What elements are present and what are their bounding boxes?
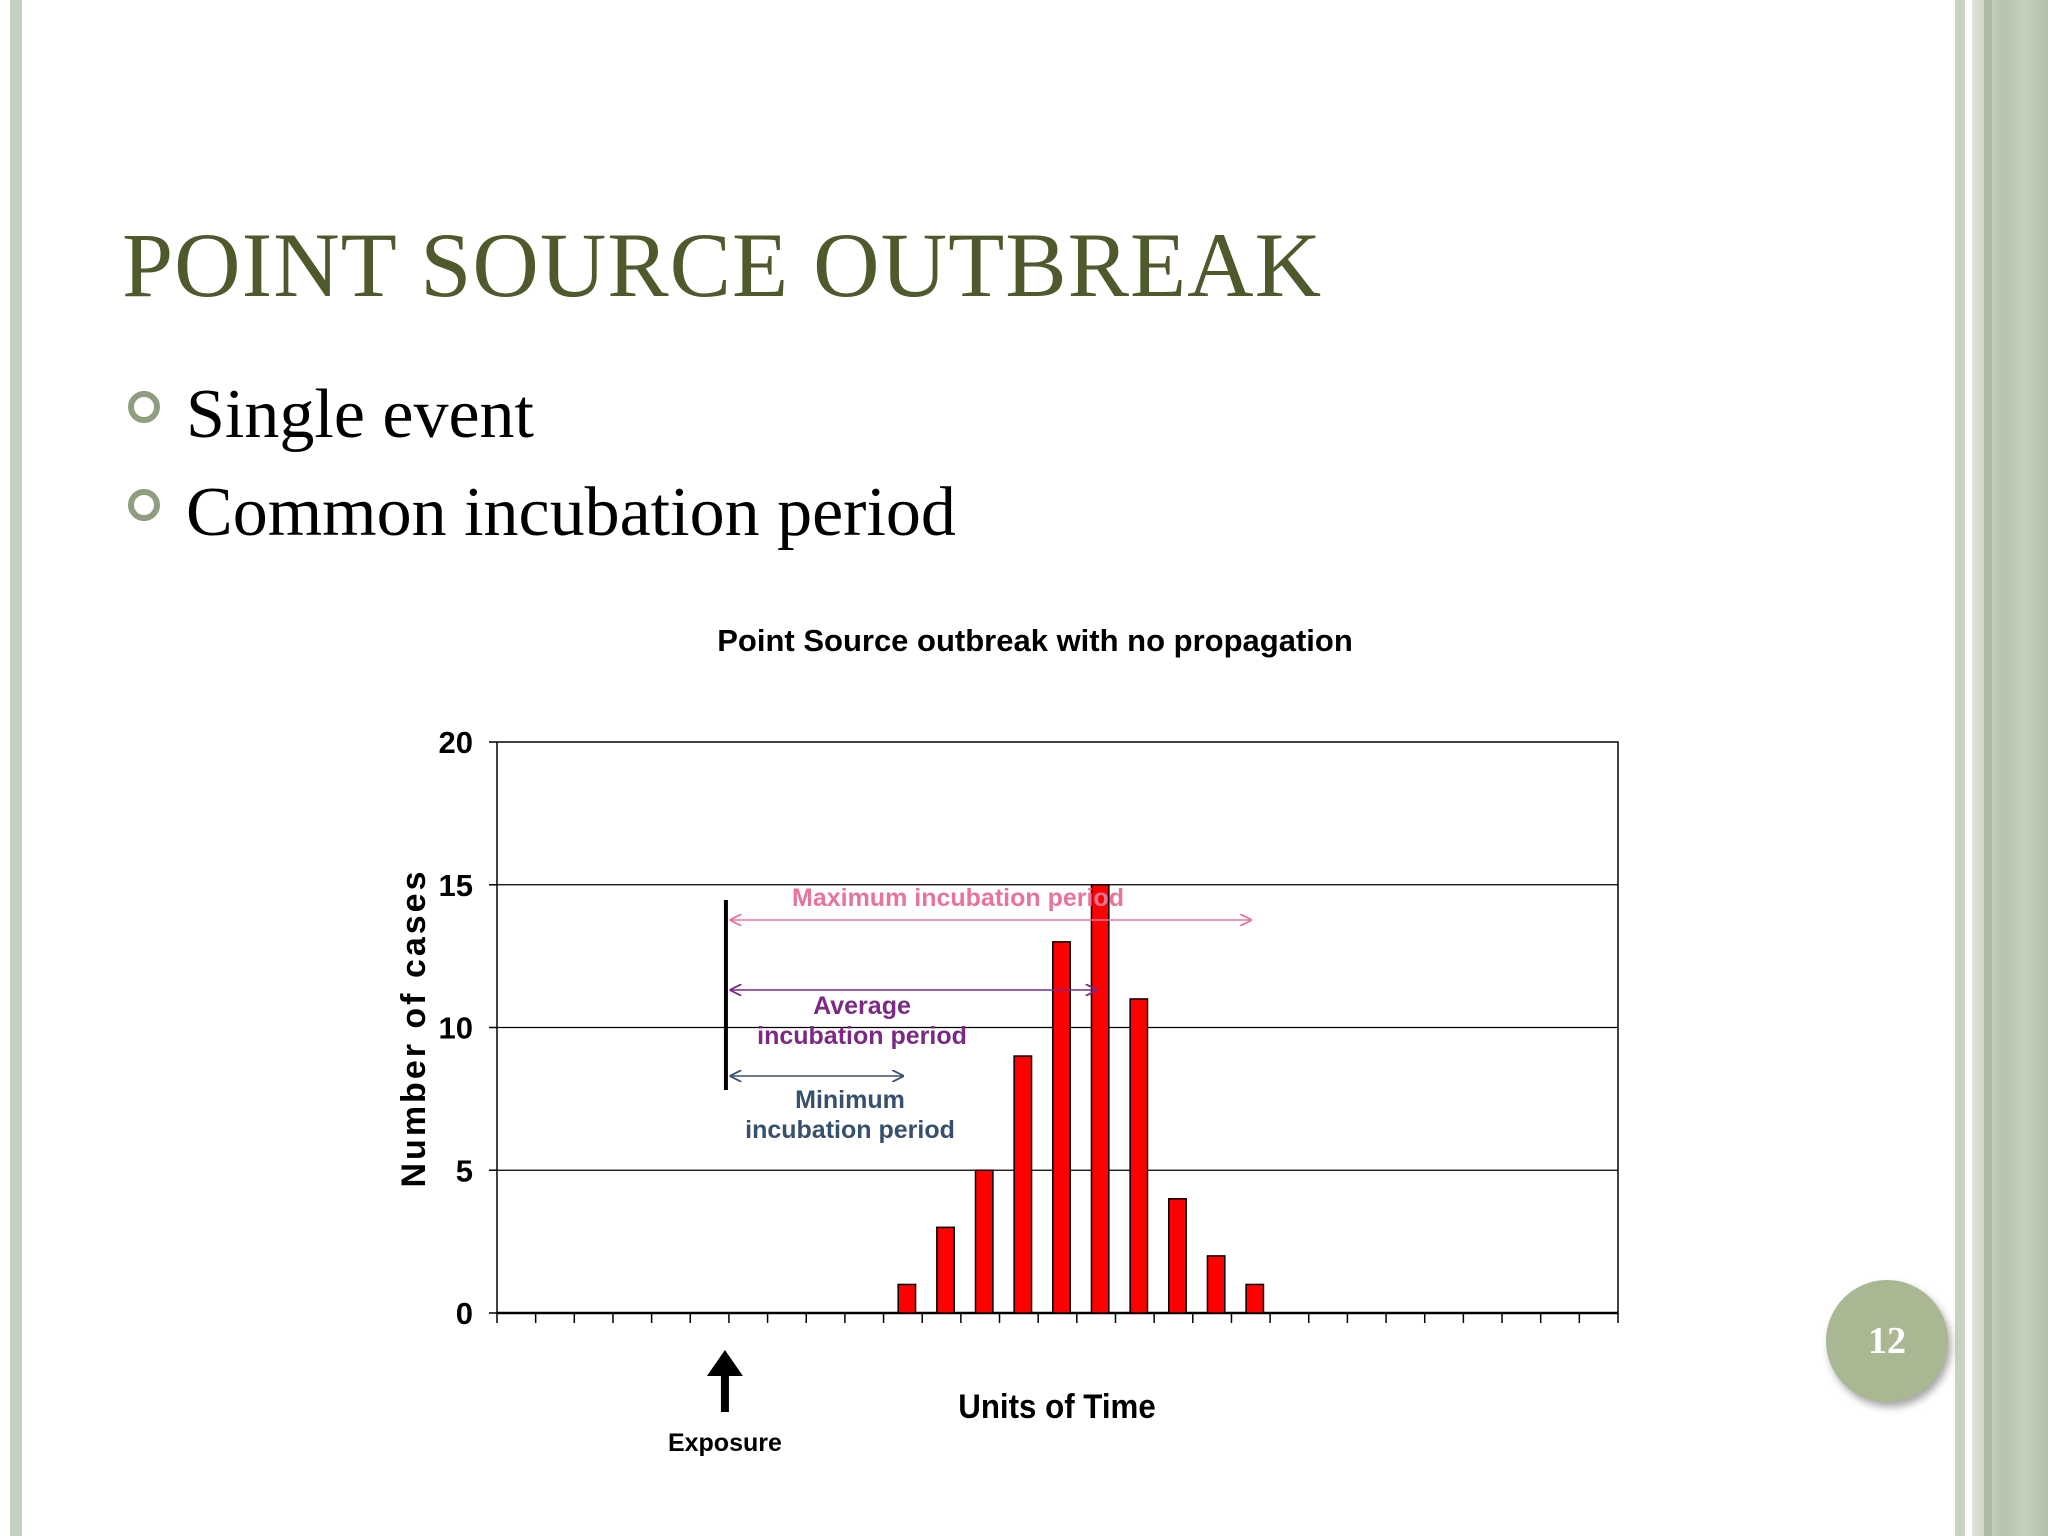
minimum-incubation-label: incubation period — [745, 1116, 955, 1144]
y-tick-label: 5 — [456, 1153, 473, 1188]
bar — [1013, 1055, 1033, 1314]
right-border-inner — [1955, 0, 1965, 1536]
bullet-circle-icon — [128, 489, 160, 521]
right-border-stripe — [1984, 0, 1992, 1536]
minimum-incubation-label: Minimum — [795, 1086, 905, 1114]
bar — [1168, 1198, 1187, 1314]
x-axis-label: Units of Time — [958, 1387, 1155, 1426]
left-border — [10, 0, 22, 1536]
y-tick-label: 0 — [456, 1296, 473, 1331]
y-tick-label: 10 — [439, 1011, 473, 1046]
bullet-item: Common incubation period — [124, 468, 956, 566]
page-number-badge: 12 — [1826, 1280, 1948, 1402]
bullet-item: Single event — [124, 370, 956, 468]
y-axis-label: Number of cases — [395, 869, 433, 1188]
maximum-incubation-label: Maximum incubation period — [792, 884, 1124, 912]
bar — [974, 1169, 994, 1314]
bar — [1206, 1255, 1226, 1314]
y-tick-label: 15 — [439, 868, 473, 903]
bar — [1090, 884, 1110, 1314]
bullet-text: Single event — [186, 376, 534, 453]
bar — [1245, 1283, 1265, 1314]
average-incubation-label: Average — [813, 992, 911, 1020]
chart-title: Point Source outbreak with no propagatio… — [717, 623, 1353, 658]
bullet-text: Common incubation period — [186, 474, 956, 551]
bullet-list: Single event Common incubation period — [124, 370, 956, 566]
slide-title: POINT SOURCE OUTBREAK — [122, 214, 1323, 316]
bar — [1052, 941, 1071, 1314]
y-tick-label: 20 — [439, 725, 473, 760]
bar — [936, 1226, 955, 1314]
up-arrow-icon — [706, 1350, 743, 1376]
bar — [1129, 998, 1149, 1314]
exposure-label: Exposure — [668, 1429, 782, 1457]
bar — [897, 1283, 917, 1314]
bullet-circle-icon — [128, 391, 160, 423]
average-incubation-label: incubation period — [757, 1022, 967, 1050]
